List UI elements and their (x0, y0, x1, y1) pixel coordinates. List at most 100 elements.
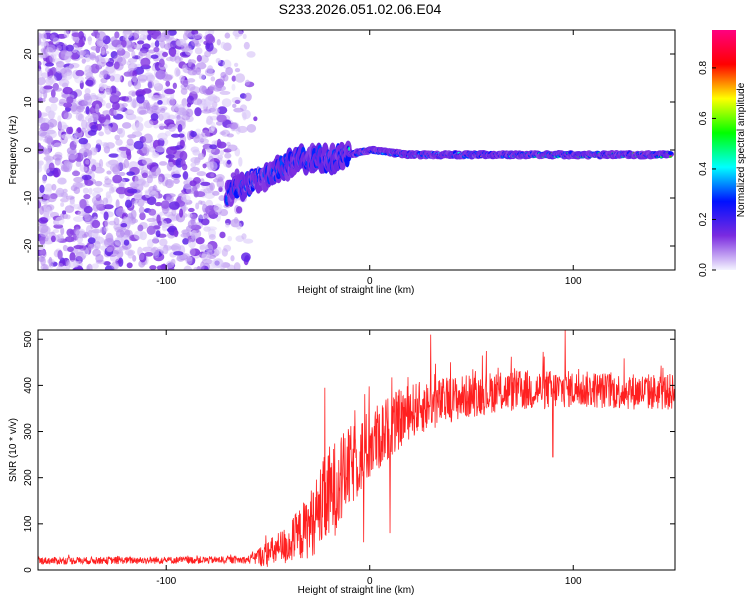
spectrogram-noise-cell (167, 180, 173, 186)
spectrogram-noise-cell (100, 47, 106, 56)
spectrogram-noise-cell (137, 40, 145, 45)
spectrogram-noise-cell (83, 95, 93, 106)
spectrogram-noise-cell (51, 183, 57, 191)
spectrogram-noise-cell (206, 226, 218, 231)
spectrogram-noise-cell (123, 239, 130, 246)
spectrogram-noise-cell (133, 140, 144, 150)
spectrogram-image (38, 30, 675, 270)
spectrogram-noise-cell (123, 71, 132, 77)
spectrogram-ytick-label: 20 (23, 48, 34, 60)
spectrogram-noise-cell (94, 240, 101, 250)
spectrogram-noise-cell (66, 96, 74, 104)
spectrogram-noise-cell (84, 88, 91, 95)
spectrogram-noise-cell (253, 116, 258, 122)
spectrogram-noise-cell (115, 186, 127, 195)
spectrogram-noise-cell (166, 97, 176, 106)
spectrogram-noise-cell (181, 194, 191, 203)
spectrogram-noise-cell (78, 137, 89, 145)
spectrogram-noise-cell (221, 98, 232, 108)
spectrogram-noise-cell (136, 149, 143, 155)
spectrogram-noise-cell (84, 179, 94, 187)
colorbar-label: Normalized spectral amplitude (736, 82, 747, 217)
snr-ytick-label: 400 (23, 377, 34, 394)
spectrogram-noise-cell (44, 62, 55, 67)
spectrogram-noise-cell (227, 235, 233, 242)
spectrogram-noise-cell (41, 72, 49, 79)
spectrogram-ytick-label: -10 (23, 190, 34, 205)
spectrogram-noise-cell (41, 32, 47, 42)
spectrogram-noise-cell (143, 133, 153, 144)
spectrogram-noise-cell (131, 122, 143, 132)
spectrogram-noise-cell (232, 103, 237, 109)
spectrogram-noise-cell (217, 176, 224, 183)
spectrogram-noise-cell (177, 123, 183, 133)
spectrogram-noise-cell (237, 125, 248, 134)
spectrogram-noise-cell (45, 30, 52, 34)
spectrogram-noise-cell (72, 181, 83, 189)
spectrogram-noise-cell (38, 224, 49, 234)
spectrogram-noise-cell (143, 120, 154, 129)
spectrogram-noise-cell (178, 133, 185, 138)
spectrogram-noise-cell (174, 145, 184, 150)
spectrogram-noise-cell (201, 204, 208, 213)
spectrogram-noise-cell (138, 206, 145, 215)
spectrogram-noise-cell (194, 47, 203, 55)
spectrogram-noise-cell (173, 229, 179, 238)
spectrogram-noise-cell (39, 249, 47, 259)
spectrogram-noise-cell (158, 161, 168, 166)
spectrogram-noise-cell (74, 75, 85, 84)
spectrogram-noise-cell (180, 232, 190, 238)
spectrogram-noise-cell (46, 136, 54, 145)
spectrogram-noise-cell (43, 194, 52, 200)
spectrogram-noise-cell (121, 39, 127, 48)
spectrogram-noise-cell (190, 229, 198, 240)
spectrogram-noise-cell (47, 111, 57, 116)
spectrogram-noise-cell (90, 45, 101, 51)
spectrogram-noise-cell (141, 157, 153, 166)
spectrogram-noise-cell (156, 265, 163, 270)
spectrogram-ytick-label: 10 (23, 96, 34, 108)
spectrogram-noise-cell (218, 195, 226, 201)
spectrogram-noise-cell (38, 68, 43, 78)
spectrogram-noise-cell (87, 35, 92, 46)
colorbar-tick-label: 0.6 (698, 111, 709, 125)
spectrogram-noise-cell (200, 181, 211, 187)
spectrogram-noise-cell (217, 106, 228, 115)
spectrogram-noise-cell (171, 173, 181, 179)
spectrogram-noise-cell (94, 180, 103, 187)
spectrogram-noise-cell (38, 217, 48, 224)
spectrogram-noise-cell (173, 251, 184, 256)
spectrogram-noise-cell (165, 80, 171, 87)
snr-xtick-label: -100 (156, 576, 176, 587)
spectrogram-noise-cell (226, 159, 231, 165)
spectrogram-noise-cell (204, 96, 215, 107)
spectrogram-xtick-label: 100 (565, 276, 582, 287)
spectrogram-noise-cell (131, 75, 138, 83)
spectrogram-noise-cell (106, 170, 112, 175)
spectrogram-noise-cell (71, 32, 81, 38)
spectrogram-noise-cell (53, 170, 59, 178)
spectrogram-noise-cell (113, 55, 123, 64)
spectrogram-noise-cell (174, 55, 181, 64)
spectrogram-noise-cell (43, 85, 53, 90)
spectrogram-noise-cell (109, 186, 115, 194)
spectrogram-noise-cell (87, 244, 94, 251)
spectrogram-noise-cell (199, 244, 206, 250)
spectrogram-noise-cell (184, 47, 193, 56)
spectrogram-noise-cell (75, 69, 85, 77)
spectrogram-noise-cell (113, 61, 120, 70)
spectrogram-noise-cell (73, 244, 84, 250)
spectrogram-noise-cell (66, 228, 74, 237)
colorbar-tick-label: 0.8 (698, 61, 709, 75)
spectrogram-noise-cell (146, 196, 157, 206)
spectrogram-noise-cell (242, 112, 247, 121)
spectrogram-noise-cell (159, 238, 168, 247)
spectrogram-noise-cell (222, 59, 232, 70)
spectrogram-noise-cell (38, 130, 47, 137)
spectrogram-noise-cell (147, 80, 155, 89)
spectrogram-noise-cell (157, 132, 168, 141)
spectrogram-noise-cell (168, 123, 177, 132)
spectrogram-noise-cell (102, 182, 114, 188)
spectrogram-noise-cell (166, 161, 173, 172)
